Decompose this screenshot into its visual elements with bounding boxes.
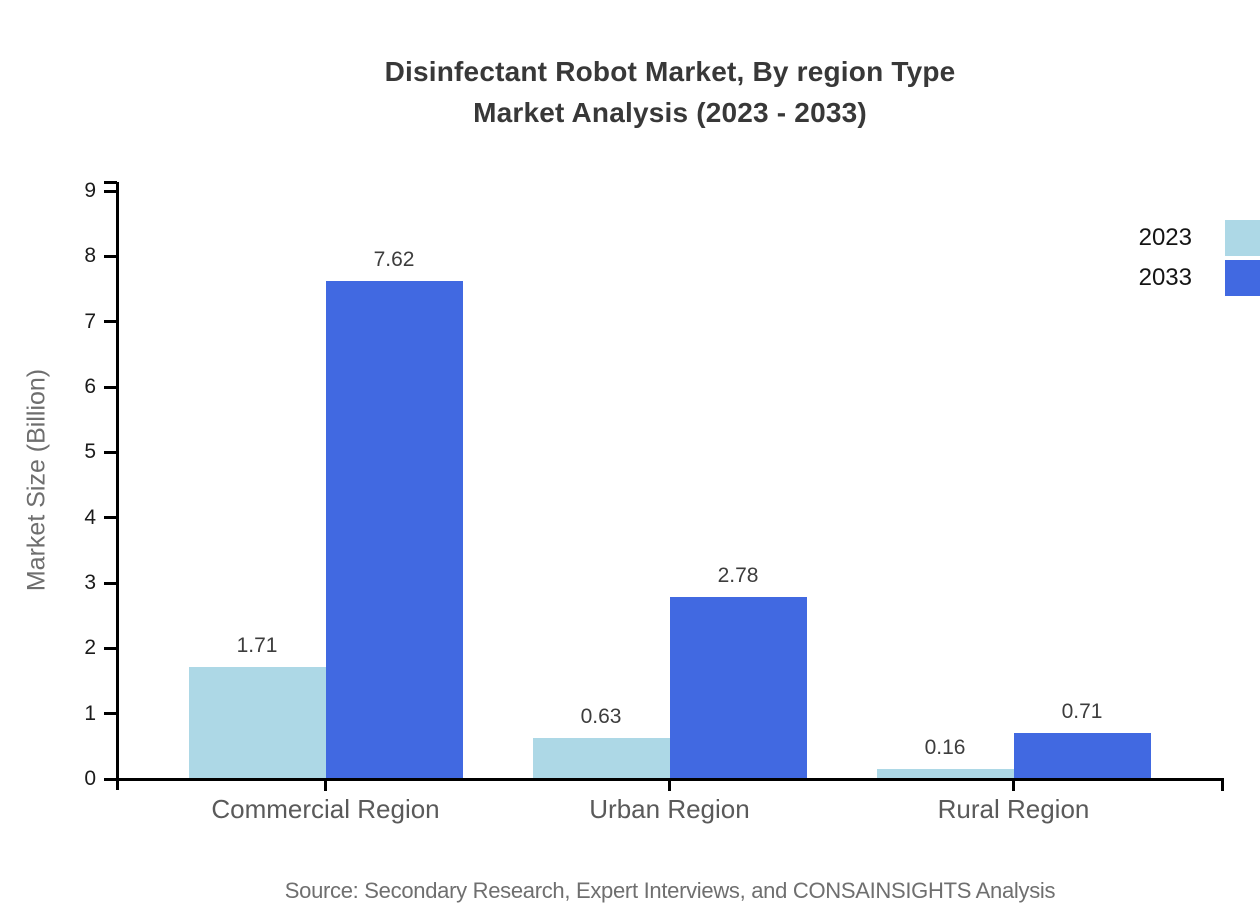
legend-label-2023: 2023 [1138,224,1192,251]
chart-title: Disinfectant Robot Market, By region Typ… [80,51,1260,133]
legend-item-2023: 2023 [1139,220,1260,256]
y-tick-label-2: 2 [84,636,96,660]
x-tick-rural-region [1012,779,1015,791]
x-tick-commercial-region [324,779,327,791]
category-label-rural-region: Rural Region [937,794,1090,824]
y-tick-label-0: 0 [84,767,96,790]
y-axis-end-cap [104,181,117,184]
y-tick-1 [104,712,117,716]
y-tick-8 [104,254,117,258]
chart-title-line2: Market Analysis (2023 - 2033) [473,97,867,128]
source-note: Source: Secondary Research, Expert Inter… [284,878,1056,903]
bar-value-label-2023-rural-region: 0.16 [924,735,966,759]
y-tick-label-8: 8 [84,244,96,268]
bar-value-label-2033-urban-region: 2.78 [717,564,759,588]
y-tick-label-1: 1 [84,701,96,725]
y-tick-label-6: 6 [84,375,96,399]
y-tick-7 [104,320,117,324]
bar-value-label-2023-urban-region: 0.63 [580,704,622,728]
bar-2023-commercial-region [188,667,326,779]
category-label-urban-region: Urban Region [589,794,750,824]
chart-title-line1: Disinfectant Robot Market, By region Typ… [384,56,956,87]
bar-value-label-2033-rural-region: 0.71 [1061,699,1103,723]
bar-2033-urban-region [669,597,807,779]
x-tick-urban-region [668,779,671,791]
legend-label-2033: 2033 [1138,264,1192,291]
y-tick-6 [104,385,117,389]
y-tick-label-4: 4 [84,505,96,529]
y-tick-label-7: 7 [84,309,96,333]
y-tick-2 [104,646,117,650]
y-tick-3 [104,581,117,585]
legend-swatch-2033 [1225,260,1260,296]
y-tick-9 [104,189,117,193]
y-tick-0 [104,777,117,781]
y-tick-5 [104,450,117,454]
y-tick-label-9: 9 [84,179,96,203]
bar-value-label-2023-commercial-region: 1.71 [236,634,278,658]
legend-swatch-2023 [1225,220,1260,256]
x-axis-end-cap [1220,779,1224,791]
y-tick-4 [104,516,117,520]
legend: 2023 2033 [1139,220,1260,300]
bar-2023-urban-region [532,737,670,779]
bar-2033-rural-region [1013,732,1151,779]
y-tick-label-5: 5 [84,440,96,464]
category-label-commercial-region: Commercial Region [211,794,440,824]
bar-value-label-2033-commercial-region: 7.62 [373,248,415,272]
y-axis-line [115,182,119,790]
bar-2023-rural-region [876,768,1014,779]
legend-item-2033: 2033 [1139,260,1260,296]
y-tick-label-3: 3 [84,571,96,594]
bar-2033-commercial-region [325,281,463,779]
